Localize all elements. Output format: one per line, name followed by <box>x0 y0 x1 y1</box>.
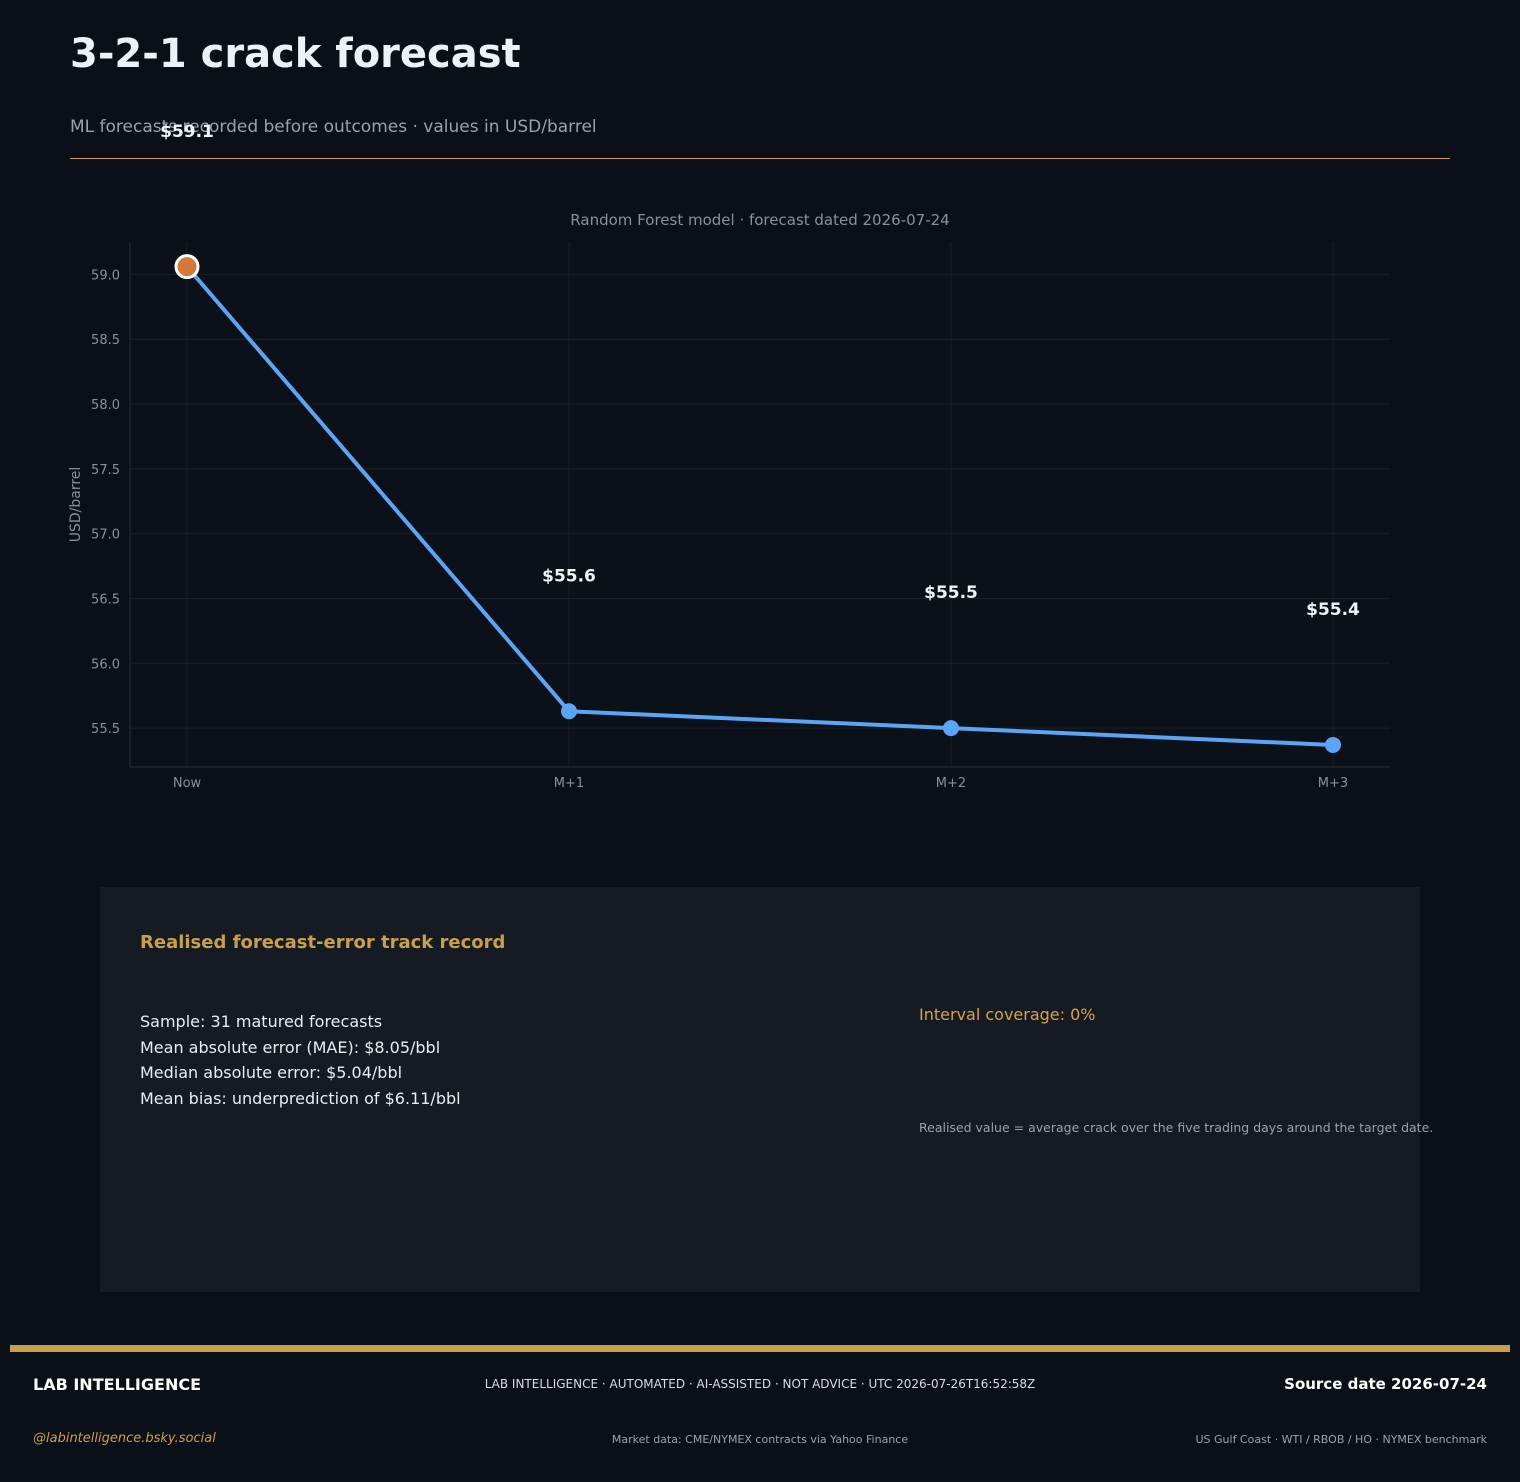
page-subtitle: ML forecasts recorded before outcomes · … <box>70 117 597 137</box>
realised-value-note: Realised value = average crack over the … <box>919 1120 1434 1135</box>
data-label: $55.6 <box>542 566 596 586</box>
y-tick-label: 57.0 <box>91 528 120 543</box>
track-record-title: Realised forecast-error track record <box>140 932 506 953</box>
stat-median-error: Median absolute error: $5.04/bbl <box>140 1063 403 1083</box>
page-title: 3-2-1 crack forecast <box>70 31 521 77</box>
y-tick-label: 55.5 <box>91 722 120 737</box>
y-tick-label: 58.5 <box>91 333 120 348</box>
y-tick-label: 57.5 <box>91 463 120 478</box>
forecast-point <box>561 703 577 720</box>
forecast-point <box>1325 736 1341 753</box>
interval-coverage: Interval coverage: 0% <box>919 1005 1096 1024</box>
footer-disclaimer: LAB INTELLIGENCE · AUTOMATED · AI-ASSIST… <box>484 1377 1036 1391</box>
stat-mean-bias: Mean bias: underprediction of $6.11/bbl <box>140 1088 461 1108</box>
x-tick-label: M+3 <box>1318 776 1348 791</box>
chart-title: Random Forest model · forecast dated 202… <box>570 211 949 229</box>
footer-brand: LAB INTELLIGENCE <box>33 1375 201 1394</box>
x-tick-label: M+1 <box>554 776 584 791</box>
y-tick-label: 56.0 <box>91 657 120 672</box>
stat-mae: Mean absolute error (MAE): $8.05/bbl <box>140 1037 441 1057</box>
stat-sample: Sample: 31 matured forecasts <box>140 1012 383 1031</box>
data-label: $55.5 <box>924 583 978 603</box>
footer-benchmark: US Gulf Coast · WTI / RBOB / HO · NYMEX … <box>1195 1433 1487 1446</box>
header-divider <box>70 158 1450 159</box>
data-label: $59.1 <box>160 122 214 142</box>
forecast-line <box>185 264 1335 747</box>
footer-social-handle[interactable]: @labintelligence.bsky.social <box>33 1431 216 1446</box>
data-label: $55.4 <box>1306 600 1360 620</box>
current-value-point <box>174 254 200 280</box>
x-tick-label: Now <box>173 776 202 791</box>
forecast-chart: 55.5 56.0 56.5 57.0 57.5 58.0 58.5 59.0 Now M+1 M+… <box>68 122 1390 791</box>
footer-source-date: Source date 2026-07-24 <box>1284 1375 1487 1393</box>
y-tick-label: 58.0 <box>91 398 120 413</box>
track-record-stats: Sample: 31 matured forecasts Mean absolu… <box>140 1009 461 1111</box>
y-axis-label: USD/barrel <box>68 467 84 543</box>
y-tick-label: 59.0 <box>91 268 120 283</box>
plot-area <box>130 242 1390 767</box>
footer-market-data: Market data: CME/NYMEX contracts via Yah… <box>611 1433 909 1446</box>
track-record-panel: Realised forecast-error track record Sam… <box>100 887 1433 1292</box>
footer-divider <box>10 1345 1510 1352</box>
forecast-point <box>943 720 959 737</box>
y-tick-label: 56.5 <box>91 592 120 607</box>
x-tick-label: M+2 <box>936 776 966 791</box>
